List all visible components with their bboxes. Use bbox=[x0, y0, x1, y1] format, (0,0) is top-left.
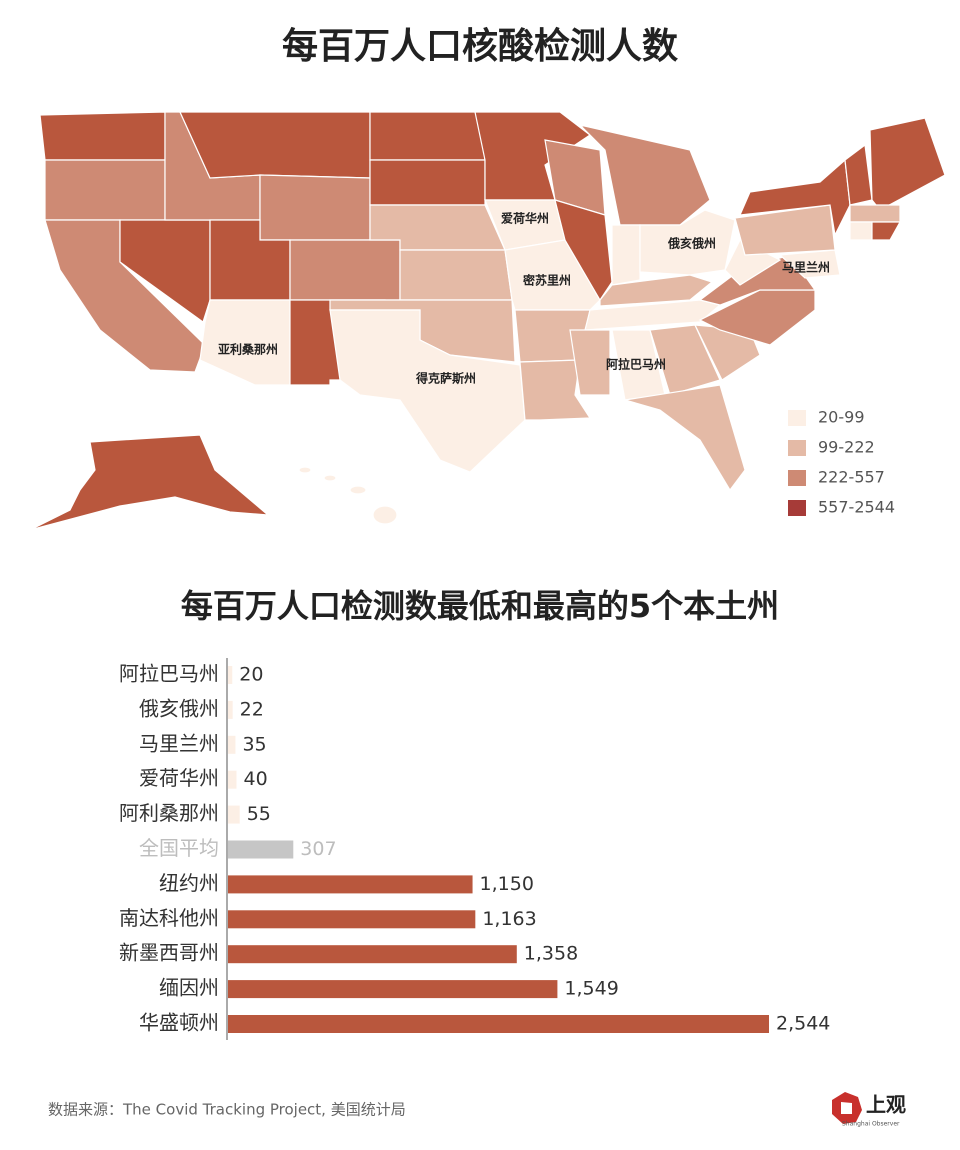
category-label: 阿拉巴马州 bbox=[119, 662, 219, 686]
bar bbox=[228, 735, 236, 754]
bar-title: 每百万人口检测数最低和最高的5个本土州 bbox=[181, 587, 779, 625]
state-label: 密苏里州 bbox=[523, 273, 571, 288]
legend-label: 222-557 bbox=[818, 468, 885, 487]
value-label: 2,544 bbox=[776, 1013, 830, 1035]
bar bbox=[228, 700, 233, 719]
logo-icon bbox=[841, 1102, 852, 1114]
category-label: 缅因州 bbox=[159, 976, 219, 1000]
bar bbox=[228, 840, 294, 859]
bar bbox=[228, 666, 233, 684]
legend-swatch bbox=[788, 470, 806, 486]
logo-text: 上观 bbox=[866, 1093, 906, 1117]
category-label: 爱荷华州 bbox=[139, 766, 219, 790]
category-label: 全国平均 bbox=[139, 836, 219, 860]
legend-swatch bbox=[788, 440, 806, 456]
map-title: 每百万人口核酸检测人数 bbox=[282, 26, 678, 67]
bar bbox=[228, 875, 473, 894]
bar bbox=[228, 980, 558, 999]
value-label: 1,358 bbox=[524, 943, 578, 965]
category-label: 新墨西哥州 bbox=[119, 941, 219, 965]
legend-label: 20-99 bbox=[818, 408, 865, 427]
source: 数据来源：The Covid Tracking Project, 美国统计局 bbox=[48, 1101, 406, 1119]
legend-label: 557-2544 bbox=[818, 498, 895, 517]
logo: 上观 Shanghai Observer bbox=[832, 1092, 906, 1128]
map-labels: 爱荷华州 俄亥俄州 马里兰州 密苏里州 亚利桑那州 得克萨斯州 阿拉巴马州 bbox=[218, 211, 830, 386]
bar bbox=[228, 945, 517, 964]
state-label: 俄亥俄州 bbox=[667, 236, 716, 251]
bar bbox=[228, 770, 237, 789]
legend-swatch bbox=[788, 410, 806, 426]
category-label: 华盛顿州 bbox=[139, 1011, 219, 1035]
value-label: 20 bbox=[239, 664, 263, 686]
us-map bbox=[29, 111, 946, 531]
state-label: 马里兰州 bbox=[782, 260, 830, 275]
value-label: 1,150 bbox=[480, 873, 534, 895]
value-label: 40 bbox=[244, 768, 268, 790]
legend-label: 99-222 bbox=[818, 438, 875, 457]
state-label: 得克萨斯州 bbox=[415, 371, 476, 386]
state-label: 爱荷华州 bbox=[501, 211, 549, 226]
bar bbox=[228, 910, 476, 929]
value-label: 1,549 bbox=[564, 978, 618, 1000]
value-label: 35 bbox=[242, 733, 266, 755]
state-label: 阿拉巴马州 bbox=[606, 357, 666, 372]
state-label: 亚利桑那州 bbox=[218, 342, 278, 357]
legend-swatch bbox=[788, 500, 806, 516]
category-label: 阿利桑那州 bbox=[119, 801, 219, 825]
category-label: 马里兰州 bbox=[139, 731, 219, 755]
category-label: 俄亥俄州 bbox=[139, 696, 219, 720]
value-label: 307 bbox=[300, 838, 336, 860]
bar bbox=[228, 1015, 769, 1033]
value-label: 22 bbox=[240, 698, 264, 720]
value-label: 55 bbox=[247, 803, 271, 825]
value-label: 1,163 bbox=[482, 908, 536, 930]
category-label: 南达科他州 bbox=[119, 906, 219, 930]
category-label: 纽约州 bbox=[159, 871, 219, 895]
bar bbox=[228, 805, 240, 824]
logo-sub: Shanghai Observer bbox=[842, 1121, 900, 1128]
